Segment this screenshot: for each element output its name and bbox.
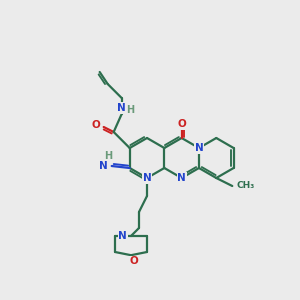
Text: N: N [117, 103, 126, 113]
Text: CH₃: CH₃ [236, 182, 254, 190]
Text: H: H [127, 105, 135, 115]
Text: H: H [105, 151, 113, 161]
Text: N: N [195, 143, 203, 153]
Text: N: N [142, 173, 152, 183]
Text: O: O [92, 120, 101, 130]
Text: N: N [118, 231, 127, 241]
Text: N: N [99, 161, 108, 171]
Text: N: N [177, 173, 186, 183]
Text: O: O [177, 119, 186, 129]
Text: O: O [130, 256, 138, 266]
